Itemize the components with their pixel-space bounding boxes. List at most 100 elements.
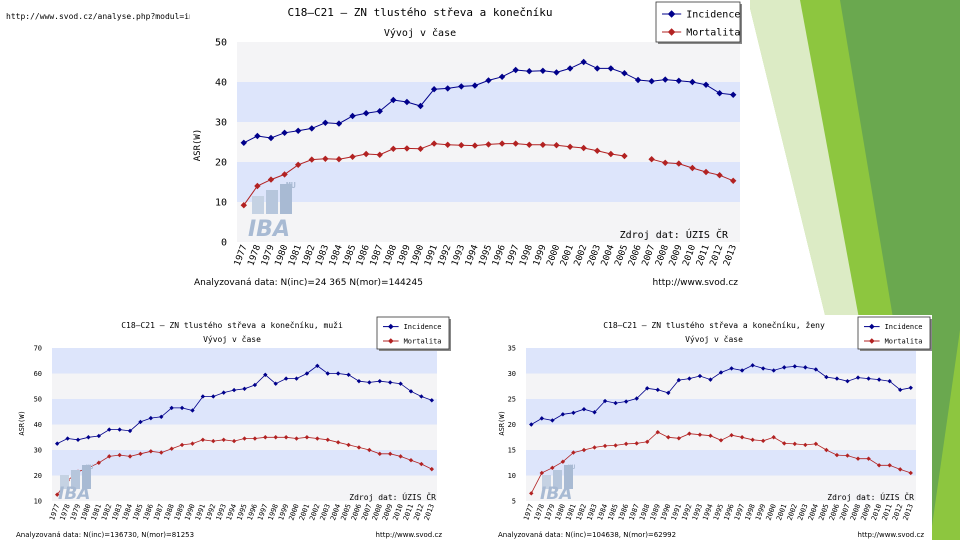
data-point-mortality <box>377 451 382 457</box>
data-point-incidence <box>429 398 434 403</box>
data-point-incidence <box>908 385 913 390</box>
data-point-mortality <box>273 435 278 440</box>
data-point-incidence <box>621 70 628 77</box>
legend-marker-mortality <box>869 338 875 344</box>
watermark-text: IBA <box>58 484 90 504</box>
data-point-incidence <box>346 372 351 377</box>
chart-title: C18–C21 – ZN tlustého střeva a konečníku… <box>603 320 825 330</box>
watermark-block <box>60 475 69 489</box>
data-point-mortality <box>263 435 268 440</box>
data-point-mortality <box>834 452 840 458</box>
data-point-incidence <box>367 380 372 385</box>
legend-marker-incidence <box>869 323 875 330</box>
y-tick-label: 70 <box>34 344 42 352</box>
legend-label-mortality: Mortalita <box>404 337 442 345</box>
data-point-mortality <box>267 176 275 183</box>
data-point-incidence <box>792 364 797 369</box>
legend: Incidence Mortalita <box>857 316 932 351</box>
data-point-incidence <box>662 76 669 83</box>
data-point-mortality <box>283 435 289 440</box>
data-point-mortality <box>526 141 533 148</box>
data-point-incidence <box>529 422 534 427</box>
data-point-incidence <box>824 374 829 380</box>
footer-left: Analyzovaná data: N(inc)=24 365 N(mor)=1… <box>194 278 423 288</box>
data-point-incidence <box>813 367 819 372</box>
footer-left: Analyzovaná data: N(inc)=136730, N(mor)=… <box>16 531 194 539</box>
data-point-mortality <box>335 440 341 445</box>
data-point-mortality <box>117 452 122 458</box>
data-point-incidence <box>55 441 60 446</box>
data-point-incidence <box>127 428 133 434</box>
legend-label-mortality: Mortalita <box>686 27 740 38</box>
data-point-mortality <box>148 449 154 454</box>
source-text: Zdroj dat: ÚZIS ČR <box>827 491 914 502</box>
data-point-incidence <box>96 433 102 439</box>
y-tick-label: 40 <box>34 421 42 429</box>
y-tick-label: 10 <box>34 497 42 505</box>
grid-band <box>237 202 740 242</box>
legend-marker-mortality <box>388 338 394 344</box>
data-point-mortality <box>408 458 414 463</box>
data-point-mortality <box>294 161 302 168</box>
data-point-mortality <box>529 491 534 496</box>
data-point-incidence <box>200 394 206 399</box>
footer-right: http://www.svod.cz <box>858 531 925 539</box>
grid-band <box>237 162 740 202</box>
chart-title: C18–C21 – ZN tlustého střeva a konečníku… <box>121 320 343 330</box>
data-point-incidence <box>322 119 329 126</box>
data-point-mortality <box>346 442 351 448</box>
data-point-mortality <box>335 156 343 163</box>
data-point-mortality <box>471 142 479 149</box>
data-point-incidence <box>702 81 710 88</box>
data-point-incidence <box>689 78 696 86</box>
data-point-mortality <box>221 437 226 442</box>
data-point-mortality <box>55 492 60 497</box>
y-tick-label: 20 <box>215 157 227 168</box>
data-point-incidence <box>190 408 195 413</box>
y-tick-label: 10 <box>508 472 516 480</box>
legend-box <box>857 316 931 350</box>
data-point-incidence <box>419 394 424 399</box>
data-point-incidence <box>512 66 519 74</box>
grid-band <box>52 399 437 425</box>
data-point-incidence <box>356 378 362 384</box>
data-point-incidence <box>675 77 683 84</box>
data-point-mortality <box>908 470 913 476</box>
data-point-mortality <box>231 438 237 444</box>
data-point-mortality <box>897 467 903 472</box>
data-point-mortality <box>96 460 102 465</box>
data-point-incidence <box>498 73 506 80</box>
y-tick-label: 0 <box>221 237 227 248</box>
y-tick-label: 35 <box>508 344 516 352</box>
data-point-incidence <box>444 85 451 92</box>
plot-area: 0102030405019771978197919801981198219831… <box>215 37 740 267</box>
data-point-mortality <box>634 441 639 446</box>
chart-subtitle: Vývoj v čase <box>203 334 261 344</box>
source-url-label: http://www.svod.cz/analyse.php?modul=inc… <box>6 12 218 21</box>
watermark-block <box>542 475 551 489</box>
y-tick-label: 50 <box>215 37 227 48</box>
data-point-mortality <box>750 437 755 442</box>
legend-marker-mortality <box>667 28 676 36</box>
grid-band <box>52 475 437 501</box>
data-point-incidence <box>716 90 723 97</box>
y-tick-label: 20 <box>508 421 516 429</box>
grid-band <box>526 348 916 374</box>
data-point-incidence <box>107 427 112 432</box>
legend-box <box>376 316 450 350</box>
chart-title: C18–C21 – ZN tlustého střeva a konečníku <box>288 6 553 19</box>
data-point-incidence <box>417 102 424 110</box>
y-tick-label: 5 <box>512 497 516 505</box>
data-point-mortality <box>325 437 330 442</box>
chart-subtitle: Vývoj v čase <box>384 27 456 39</box>
data-point-mortality <box>689 164 696 172</box>
watermark-block <box>280 184 292 214</box>
data-point-mortality <box>666 435 671 440</box>
data-point-incidence <box>65 436 70 441</box>
data-point-incidence <box>252 382 258 388</box>
data-point-mortality <box>211 438 216 444</box>
footer-right: http://www.svod.cz <box>376 531 443 539</box>
y-tick-label: 30 <box>508 370 516 378</box>
legend-label-incidence: Incidence <box>686 9 740 20</box>
data-point-incidence <box>148 415 154 421</box>
